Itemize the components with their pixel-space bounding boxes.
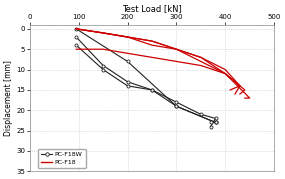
Y-axis label: Displacement [mm]: Displacement [mm] (4, 60, 13, 136)
X-axis label: Test Load [kN]: Test Load [kN] (122, 4, 182, 13)
Legend: PC-F18W, PC-F18: PC-F18W, PC-F18 (38, 149, 86, 168)
